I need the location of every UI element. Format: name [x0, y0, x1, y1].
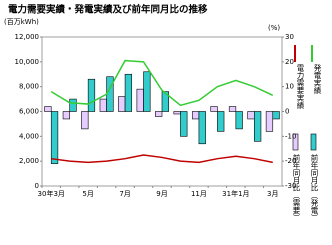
- bar: [155, 111, 163, 117]
- bar: [44, 106, 52, 112]
- y2-tick-label: -20: [285, 157, 296, 165]
- y-unit: (百万kWh): [4, 18, 39, 26]
- bar: [124, 73, 133, 112]
- y-tick-label: 0: [35, 182, 39, 190]
- line: [50, 59, 274, 107]
- legend-label: 電力需要実績: [296, 64, 305, 111]
- y-tick-label: 2,000: [19, 157, 39, 165]
- bar: [265, 111, 274, 132]
- bar: [173, 111, 181, 115]
- x-tick-label: 31年1月: [222, 189, 249, 198]
- x-tick-label: 11月: [191, 190, 207, 198]
- y2-tick-label: 0: [285, 108, 289, 116]
- y-tick-label: 12,000: [15, 33, 40, 41]
- x-tick-label: 9月: [156, 190, 167, 198]
- y-tick-label: 10,000: [15, 58, 40, 66]
- bar: [254, 111, 262, 142]
- bar: [235, 111, 243, 130]
- bar: [247, 111, 255, 120]
- y2-unit: (%): [268, 24, 280, 32]
- legend-swatch: [292, 133, 299, 151]
- bar: [87, 78, 96, 112]
- y2-tick-label: -30: [285, 182, 296, 190]
- bar: [118, 96, 126, 112]
- x-tick-label: 3月: [267, 190, 278, 198]
- x-tick-label: 30年3月: [38, 189, 65, 198]
- bar: [228, 106, 237, 112]
- y2-tick-label: 20: [285, 58, 294, 66]
- y2-tick-label: 10: [285, 83, 294, 91]
- bar: [217, 111, 225, 132]
- y-tick-label: 4,000: [19, 132, 39, 140]
- bar: [62, 111, 70, 120]
- chart-title: 電力需要実績・発電実績及び前年同月比の推移: [8, 4, 208, 16]
- y2-tick-label: -10: [285, 132, 296, 140]
- bar: [81, 111, 89, 130]
- bar: [191, 111, 200, 120]
- bar: [210, 106, 218, 112]
- legend-swatch: [310, 133, 317, 151]
- bar: [198, 111, 206, 145]
- bar: [136, 88, 144, 112]
- x-tick-label: 7月: [119, 190, 130, 198]
- y2-tick-label: 30: [285, 33, 294, 41]
- legend-label: 発電実績: [313, 64, 322, 96]
- bar: [106, 76, 114, 112]
- bar: [50, 111, 59, 164]
- bar: [272, 111, 280, 120]
- bar: [180, 111, 188, 137]
- x-tick-label: 5月: [82, 190, 93, 198]
- bar: [143, 71, 151, 112]
- legend-label: 前年同月比（需要）: [292, 153, 301, 222]
- bar: [69, 98, 77, 112]
- y-tick-label: 8,000: [19, 83, 39, 91]
- bar: [161, 91, 169, 112]
- bar: [99, 98, 107, 112]
- line: [51, 154, 273, 164]
- legend-label: 前年同月比（発電）: [310, 153, 319, 222]
- y-tick-label: 6,000: [19, 108, 39, 116]
